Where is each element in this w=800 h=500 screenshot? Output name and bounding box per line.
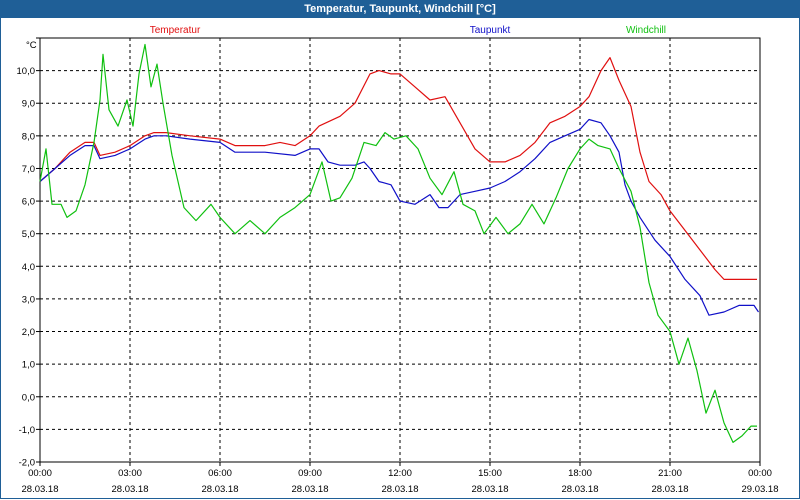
- y-tick-label: 0,0: [22, 392, 35, 403]
- y-tick-label: 10,0: [17, 66, 36, 77]
- y-tick-label: 6,0: [22, 197, 35, 208]
- y-tick-label: 7,0: [22, 164, 35, 175]
- series-line-taupunkt: [39, 118, 759, 316]
- x-tick-time-label: 03:00: [118, 468, 142, 479]
- legend-label-windchill: Windchill: [626, 25, 666, 36]
- y-tick-label: -1,0: [19, 425, 35, 436]
- x-tick-time-label: 15:00: [478, 468, 502, 479]
- y-tick-label: -2,0: [19, 458, 35, 469]
- x-tick-date-label: 28.03.18: [472, 484, 509, 495]
- y-tick-label: 2,0: [22, 327, 35, 338]
- y-tick-label: 8,0: [22, 131, 35, 142]
- chart-window-title: Temperatur, Taupunkt, Windchill [°C]: [0, 0, 800, 18]
- x-axis-ticks: 00:00 28.03.18 03:00 28.03.18 06:00 28.03.18 0…: [22, 462, 779, 495]
- x-tick-time-label: 18:00: [568, 468, 592, 479]
- x-tick-date-label: 28.03.18: [382, 484, 419, 495]
- y-axis-label: °C: [26, 40, 37, 51]
- y-tick-label: 3,0: [22, 294, 35, 305]
- x-tick-time-label: 09:00: [298, 468, 322, 479]
- legend-label-taupunkt: Taupunkt: [470, 25, 511, 36]
- x-tick-date-label: 28.03.18: [292, 484, 329, 495]
- grid-lines: [40, 38, 760, 462]
- x-tick-time-label: 00:00: [28, 468, 52, 479]
- x-tick-time-label: 12:00: [388, 468, 412, 479]
- series-lines: [39, 43, 759, 443]
- x-tick-time-label: 21:00: [658, 468, 682, 479]
- x-tick-time-label: 06:00: [208, 468, 232, 479]
- legend: Temperatur Taupunkt Windchill: [150, 25, 666, 36]
- x-tick-date-label: 28.03.18: [202, 484, 239, 495]
- x-tick-date-label: 28.03.18: [22, 484, 59, 495]
- y-tick-label: 4,0: [22, 262, 35, 273]
- y-tick-label: 5,0: [22, 229, 35, 240]
- y-tick-label: 1,0: [22, 360, 35, 371]
- y-axis-ticks: 10,0 9,0 8,0 7,0 6,0 5,0 4,0 3,0 2,0 1,0 0,0 -1,0 -2…: [17, 37, 40, 469]
- x-tick-date-label: 29.03.18: [742, 484, 779, 495]
- x-tick-time-label: 00:00: [748, 468, 772, 479]
- legend-label-temperatur: Temperatur: [150, 25, 201, 36]
- x-tick-date-label: 28.03.18: [112, 484, 149, 495]
- series-line-temperatur: [39, 57, 757, 280]
- x-tick-date-label: 28.03.18: [652, 484, 689, 495]
- x-tick-date-label: 28.03.18: [562, 484, 599, 495]
- y-tick-label: 9,0: [22, 99, 35, 110]
- series-line-windchill: [39, 43, 757, 443]
